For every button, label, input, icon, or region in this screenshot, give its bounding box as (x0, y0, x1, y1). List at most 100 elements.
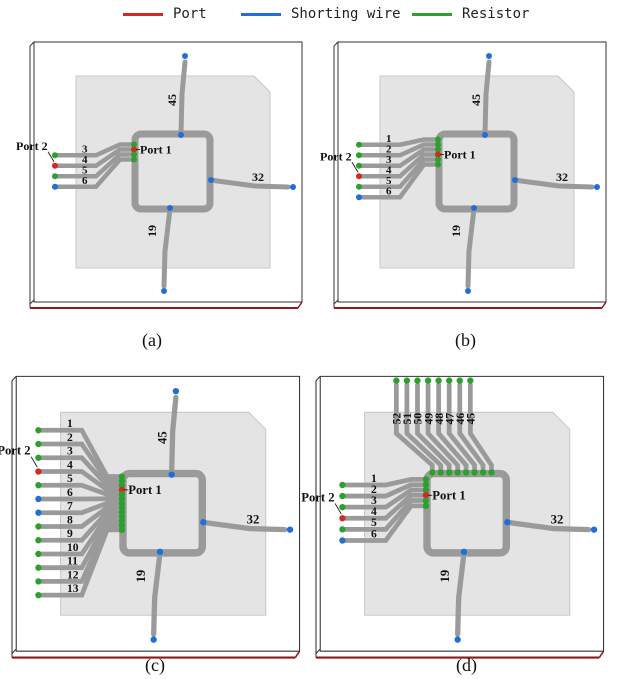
shorting-junction-19 (471, 205, 477, 211)
junction-2 (422, 481, 430, 488)
wire-label-32: 32 (556, 170, 568, 184)
box-edge (11, 648, 17, 654)
shorting-junction-45 (482, 132, 488, 138)
box-edge (333, 299, 339, 305)
left-wire-10 (39, 514, 126, 557)
shorting-terminal-45 (486, 53, 492, 59)
left-wire-8 (39, 505, 126, 529)
shorting-terminal-32 (594, 184, 600, 190)
left-wire-label-5: 5 (386, 175, 392, 187)
junction-6 (435, 161, 441, 168)
junction-5 (131, 151, 137, 158)
junction-3 (118, 482, 126, 489)
box-edge (598, 650, 605, 658)
junction-4 (131, 146, 137, 153)
junction-8 (118, 504, 126, 511)
top-wire-label-48: 48 (433, 413, 446, 425)
resistor-terminal-3 (356, 162, 362, 169)
left-wire-label-9: 9 (67, 527, 73, 540)
left-wire-4 (359, 152, 442, 179)
shorting-terminal-6 (35, 495, 42, 503)
box-edge (315, 648, 321, 654)
junction-9 (118, 508, 126, 516)
wire-label-45: 45 (469, 94, 483, 106)
junction-3 (131, 141, 137, 148)
port-2-label: Port 2 (16, 139, 48, 153)
top-wire-label-51: 51 (401, 413, 414, 425)
resistor-terminal-48 (435, 377, 442, 384)
left-wire-2 (343, 482, 430, 499)
left-wire-label-5: 5 (371, 516, 377, 529)
junction-52 (429, 469, 436, 476)
left-wire-label-3: 3 (82, 143, 88, 155)
caption-d: (d) (456, 655, 477, 675)
wire-19 (151, 550, 163, 637)
junction-48 (462, 469, 470, 476)
left-wire-label-8: 8 (67, 513, 73, 526)
left-wire-label-3: 3 (386, 154, 392, 166)
resistor-terminal-52 (393, 377, 400, 384)
legend-label-port: Port (173, 6, 207, 22)
junction-1 (435, 136, 441, 143)
left-wire-2 (39, 441, 126, 484)
box-edge (315, 375, 321, 381)
resistor-terminal-2 (356, 152, 362, 159)
port-2-leader (30, 456, 38, 468)
shorting-terminal-7 (35, 509, 42, 516)
port-1-label: Port 1 (128, 483, 161, 497)
left-wire-label-2: 2 (371, 483, 377, 496)
junction-45 (488, 469, 495, 476)
port-line-icon (123, 12, 163, 16)
wire-45 (482, 59, 492, 137)
left-wire-label-2: 2 (386, 143, 392, 155)
shorting-junction-32 (208, 177, 214, 183)
shorting-terminal-32 (286, 526, 294, 533)
shorting-junction-32 (512, 177, 518, 183)
junction-13 (118, 526, 126, 534)
shorting-terminal-32 (590, 526, 598, 533)
caption-b: (b) (455, 330, 476, 350)
port-2-label: Port 2 (320, 149, 352, 163)
resistor-terminal-49 (424, 377, 432, 384)
junction-10 (118, 513, 126, 520)
left-wire-label-6: 6 (371, 527, 377, 540)
port-terminal-4 (35, 468, 42, 475)
top-wire-label-47: 47 (443, 413, 456, 425)
port-2-leader (351, 162, 359, 173)
junction-5 (118, 491, 126, 498)
shorting-junction-45 (178, 132, 184, 138)
wire-label-32: 32 (252, 170, 264, 184)
junction-6 (131, 156, 137, 163)
wire-19 (161, 206, 173, 289)
resistor-terminal-2 (339, 492, 346, 500)
shorting-terminal-6 (52, 183, 58, 190)
legend-label-resistor: Resistor (462, 6, 530, 22)
port-2-label: Port 2 (301, 490, 334, 504)
wire-label-32: 32 (247, 512, 260, 526)
resistor-terminal-13 (35, 592, 42, 599)
junction-6 (118, 495, 126, 502)
left-wire-label-6: 6 (67, 486, 73, 499)
resistor-terminal-11 (35, 564, 42, 571)
port-2-leader (47, 151, 55, 162)
shorting-terminal-32 (290, 184, 296, 190)
left-wire-4 (343, 492, 430, 521)
resistor-terminal-12 (35, 578, 42, 585)
wire-19 (465, 206, 477, 289)
left-wire-13 (39, 527, 126, 598)
port-terminal-4 (339, 515, 346, 522)
port-1-label: Port 1 (444, 148, 476, 162)
left-wire-3 (55, 142, 138, 158)
left-wire-label-10: 10 (67, 541, 79, 554)
left-wire-label-4: 4 (386, 164, 392, 176)
left-wire-4 (55, 147, 138, 168)
left-wire-11 (39, 518, 126, 571)
shorting-wire-line-icon (241, 12, 281, 16)
shorting-junction-45 (168, 471, 175, 478)
resistor-terminal-1 (35, 427, 42, 434)
port-2-label: Port 2 (0, 444, 31, 458)
